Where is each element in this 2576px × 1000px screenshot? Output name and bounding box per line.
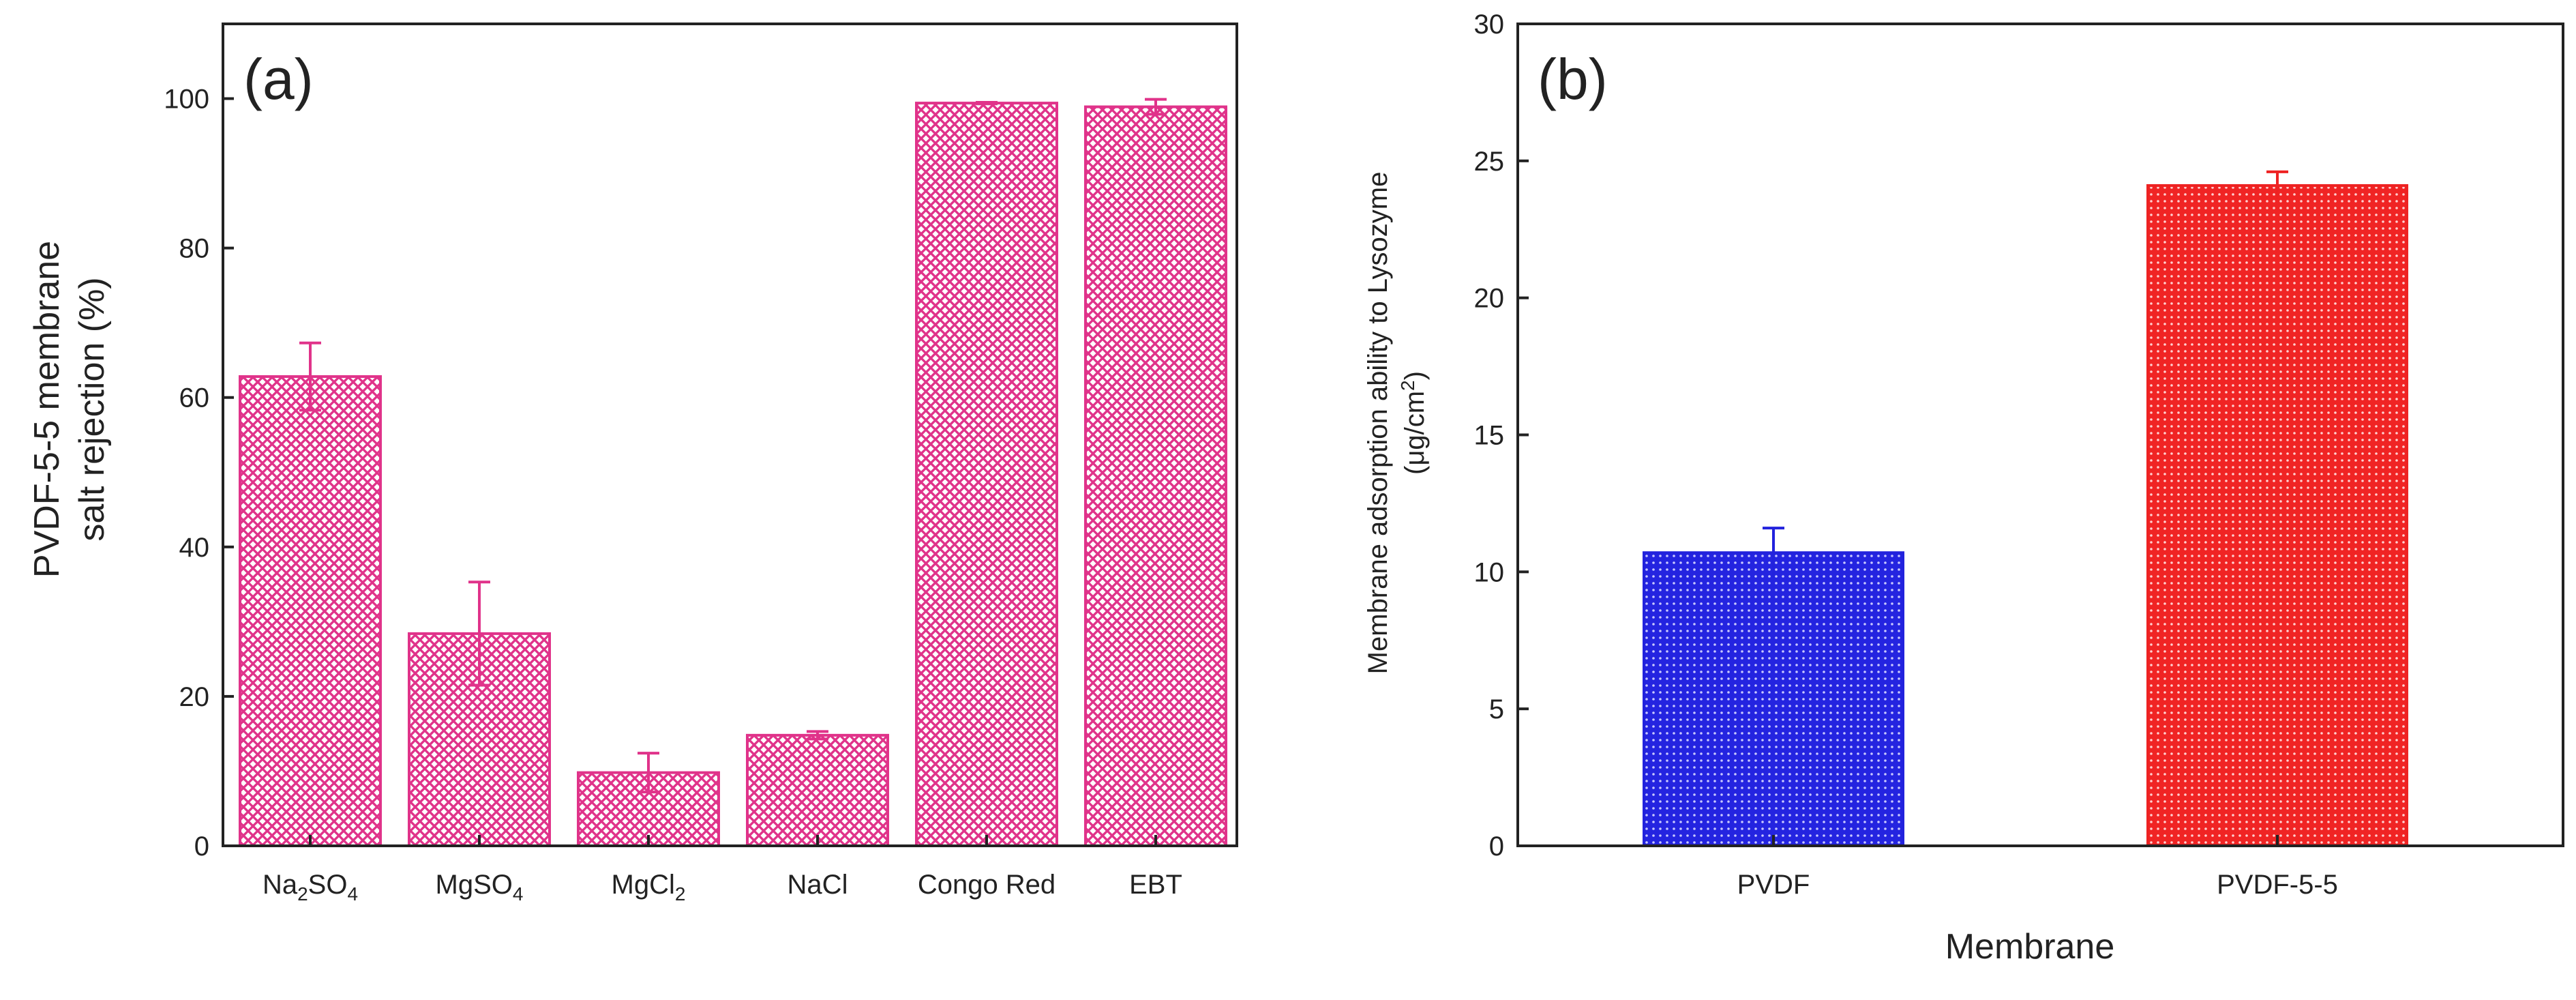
y-tick-label: 60 xyxy=(179,383,210,413)
panel-b-ylabel-unit: (μg/cm xyxy=(1400,391,1430,475)
y-tick-label: 20 xyxy=(179,682,210,712)
x-label-sub: 4 xyxy=(347,883,358,905)
y-tick-label: 0 xyxy=(194,832,209,862)
x-tick-label: Na2SO4 xyxy=(263,870,358,905)
panel-b-label: (b) xyxy=(1538,47,1608,111)
y-tick-label: 0 xyxy=(1489,832,1504,862)
panel-b-axes-frame xyxy=(1516,23,2564,847)
x-label-sub: 4 xyxy=(513,883,524,905)
bar-ebt xyxy=(1084,105,1227,847)
x-tick-label: NaCl xyxy=(788,870,848,900)
panel-b-x-tick-labels: PVDF PVDF-5-5 xyxy=(1737,835,2338,900)
x-label-base: Congo Red xyxy=(918,870,1055,900)
x-tick-label: MgCl2 xyxy=(612,870,686,905)
y-tick-label: 30 xyxy=(1474,10,1505,40)
y-tick-label: 10 xyxy=(1474,557,1505,587)
x-label-base: MgSO xyxy=(436,870,513,900)
x-label-base: Na xyxy=(263,870,298,900)
bar-congo-red xyxy=(915,102,1058,848)
y-tick-label: 20 xyxy=(1474,284,1505,314)
x-tick-label: PVDF xyxy=(1737,870,1810,900)
panel-a-bars xyxy=(239,98,1227,848)
y-tick-label: 5 xyxy=(1489,694,1504,724)
y-tick-label: 25 xyxy=(1474,147,1505,177)
bar-pvdf-5-5 xyxy=(2146,183,2408,847)
y-tick-label: 80 xyxy=(179,234,210,264)
panel-b-bars xyxy=(1643,170,2408,847)
x-label-sub: 2 xyxy=(297,883,308,905)
panel-b-ylabel-line2: (μg/cm2) xyxy=(1397,371,1430,475)
panel-a-axes-frame xyxy=(222,23,1238,847)
x-tick-label: PVDF-5-5 xyxy=(2217,870,2338,900)
bar-na2so4 xyxy=(239,375,382,847)
panel-a-y-ticks: 0 20 40 60 80 100 xyxy=(164,85,234,862)
panel-a-label: (a) xyxy=(243,47,314,111)
x-tick-label: Congo Red xyxy=(918,870,1055,900)
x-label-base: EBT xyxy=(1129,870,1182,900)
panel-a-ylabel-line1: PVDF-5-5 membrane xyxy=(27,241,67,578)
bar-mgcl2 xyxy=(577,771,720,848)
y-tick-label: 40 xyxy=(179,533,210,563)
x-label-base: NaCl xyxy=(788,870,848,900)
panel-a-ylabel-line2: salt rejection (%) xyxy=(72,277,112,541)
panel-b-ylabel-sup: 2 xyxy=(1397,380,1418,391)
bar-nacl xyxy=(746,733,889,847)
panel-a-x-tick-labels: Na2SO4 MgSO4 MgCl2 NaCl Congo Red EBT xyxy=(263,835,1182,905)
panel-b-y-ticks: 0 5 10 15 20 25 30 xyxy=(1474,10,1529,862)
panel-b-ylabel-line1: Membrane adsorption ability to Lysozyme xyxy=(1363,172,1393,675)
x-label-sub: 2 xyxy=(675,883,686,905)
x-label-mid: SO xyxy=(308,870,348,900)
y-tick-label: 100 xyxy=(164,85,209,115)
panel-b-ylabel-close: ) xyxy=(1400,371,1430,380)
panel-b-chart: (b) 0 5 10 15 20 25 30 PVDF PVDF-5-5 Membrane a… xyxy=(1363,10,2564,967)
bar-pvdf xyxy=(1643,551,1904,847)
x-tick-label: MgSO4 xyxy=(436,870,524,905)
panel-b-xlabel: Membrane xyxy=(1945,927,2115,967)
y-tick-label: 15 xyxy=(1474,421,1505,451)
x-label-base: MgCl xyxy=(612,870,675,900)
x-tick-label: EBT xyxy=(1129,870,1182,900)
